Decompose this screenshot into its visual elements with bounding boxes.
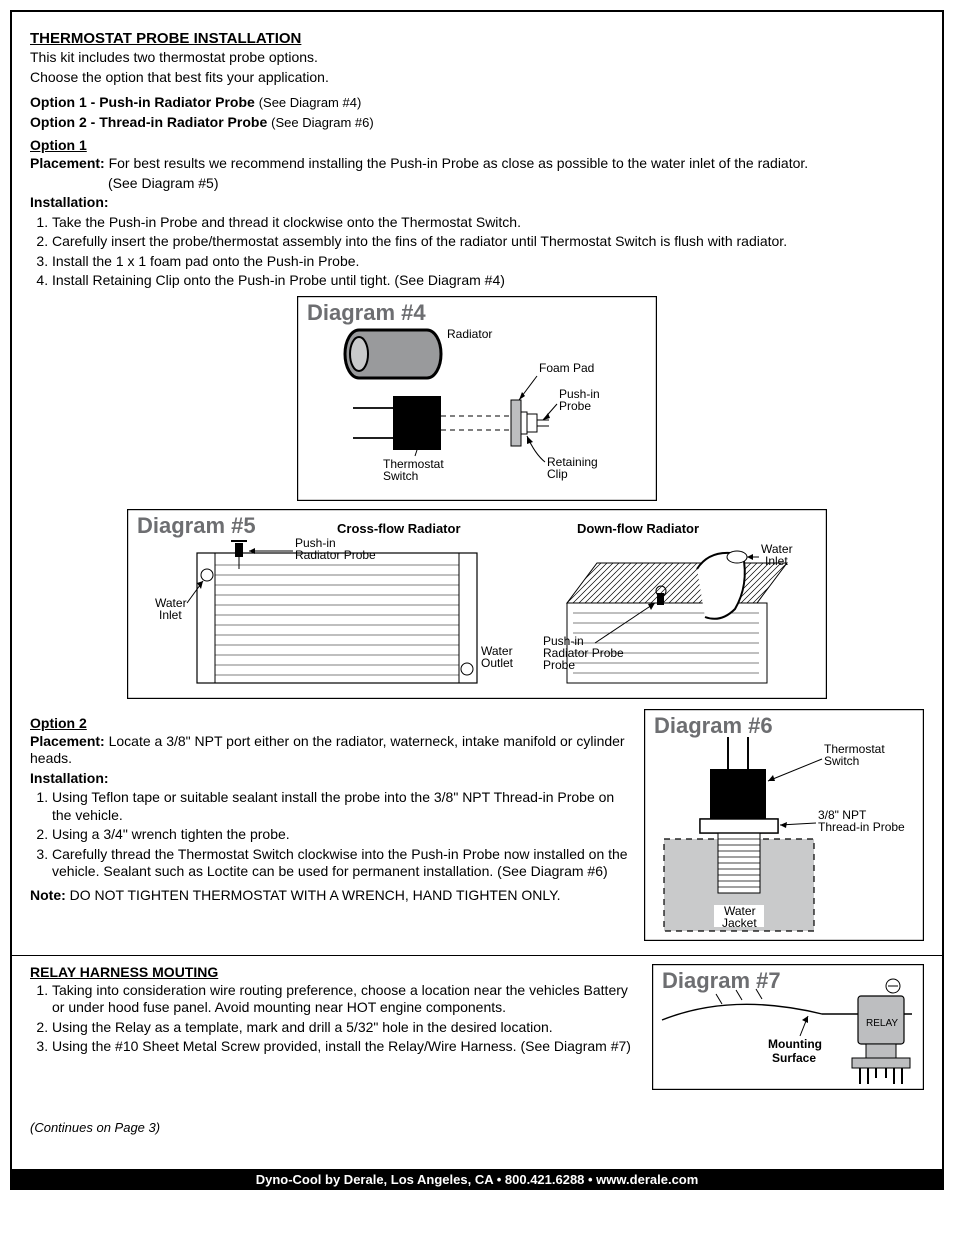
d5-probe3b: Probe: [543, 658, 575, 672]
option2-heading: Option 2: [30, 715, 634, 731]
d4-radiator-label: Radiator: [447, 327, 492, 341]
diagram5-title: Diagram #5: [137, 513, 256, 538]
option1-summary-line: Option 1 - Push-in Radiator Probe (See D…: [30, 94, 924, 112]
note-label: Note:: [30, 887, 66, 903]
option1-heading: Option 1: [30, 137, 924, 153]
option2-install-label-text: Installation:: [30, 770, 109, 786]
d6-therm2: Switch: [824, 754, 859, 768]
diagram7-wrap: Diagram #7 RELAY Mounting: [652, 964, 924, 1090]
option2-label: Option 2 - Thread-in Radiator Probe: [30, 114, 267, 130]
note-text: DO NOT TIGHTEN THERMOSTAT WITH A WRENCH,…: [70, 887, 561, 903]
option1-see: (See Diagram #4): [259, 95, 362, 110]
option1-steps-list: Take the Push-in Probe and thread it clo…: [52, 214, 924, 290]
relay-text-col: RELAY HARNESS MOUTING Taking into consid…: [30, 964, 642, 1062]
option2-text-col: Option 2 Placement: Locate a 3/8" NPT po…: [30, 709, 634, 907]
page-frame: THERMOSTAT PROBE INSTALLATION This kit i…: [10, 10, 944, 1190]
install-label-text: Installation:: [30, 194, 109, 210]
relay-row: RELAY HARNESS MOUTING Taking into consid…: [30, 964, 924, 1090]
divider: [12, 955, 942, 956]
option1-step: Install the 1 x 1 foam pad onto the Push…: [52, 253, 924, 271]
option2-install-label: Installation:: [30, 770, 634, 788]
d4-foampad: Foam Pad: [539, 361, 594, 375]
d5-outlet2: Outlet: [481, 656, 514, 670]
option2-placement-text: Locate a 3/8" NPT port either on the rad…: [30, 733, 625, 767]
d5-dinlet2: Inlet: [765, 554, 788, 568]
d6-thr2: Thread-in Probe: [818, 820, 905, 834]
option2-placement: Placement: Locate a 3/8" NPT port either…: [30, 733, 634, 768]
option2-summary-line: Option 2 - Thread-in Radiator Probe (See…: [30, 114, 924, 132]
option1-label: Option 1 - Push-in Radiator Probe: [30, 94, 255, 110]
diagram4-title: Diagram #4: [307, 300, 426, 325]
d7-relay-label: RELAY: [866, 1018, 898, 1029]
d4-therm2: Switch: [383, 469, 418, 483]
d7-mount2: Surface: [772, 1051, 816, 1065]
d5-inlet2: Inlet: [159, 608, 182, 622]
diagram7-svg: Diagram #7 RELAY Mounting: [652, 964, 924, 1090]
diagram4-svg: Diagram #4 Radiator Foam Pad: [297, 296, 657, 501]
placement-text: For best results we recommend installing…: [109, 155, 809, 171]
intro-line-2: Choose the option that best fits your ap…: [30, 69, 924, 87]
option2-step: Carefully thread the Thermostat Switch c…: [52, 846, 634, 881]
diagram6-title: Diagram #6: [654, 713, 773, 738]
option2-placement-label: Placement:: [30, 733, 105, 749]
diagram4-wrap: Diagram #4 Radiator Foam Pad: [30, 296, 924, 501]
option2-see: (See Diagram #6): [271, 115, 374, 130]
d6-water2: Jacket: [722, 916, 757, 930]
page-footer: Dyno-Cool by Derale, Los Angeles, CA • 8…: [10, 1169, 944, 1190]
d7-mount1: Mounting: [768, 1037, 822, 1051]
section-title-thermostat: THERMOSTAT PROBE INSTALLATION: [30, 30, 924, 47]
diagram5-wrap: Diagram #5 Cross-flow Radiator Water Inl…: [30, 509, 924, 699]
option1-step: Take the Push-in Probe and thread it clo…: [52, 214, 924, 232]
option1-step: Carefully insert the probe/thermostat as…: [52, 233, 924, 251]
relay-steps-list: Taking into consideration wire routing p…: [52, 982, 642, 1056]
option2-row: Option 2 Placement: Locate a 3/8" NPT po…: [30, 709, 924, 941]
diagram6-svg: Diagram #6: [644, 709, 924, 941]
d4-probe2: Probe: [559, 399, 591, 413]
install-label: Installation:: [30, 194, 924, 212]
option1-placement: Placement: For best results we recommend…: [30, 155, 924, 173]
relay-step: Using the Relay as a template, mark and …: [52, 1019, 642, 1037]
d5-probe2a: Radiator Probe: [295, 548, 376, 562]
option1-placement-sub: (See Diagram #5): [108, 175, 924, 193]
intro-line-1: This kit includes two thermostat probe o…: [30, 49, 924, 67]
continues-text: (Continues on Page 3): [30, 1120, 924, 1136]
d5-cross: Cross-flow Radiator: [337, 521, 461, 536]
placement-label: Placement:: [30, 155, 105, 171]
diagram6-wrap: Diagram #6: [644, 709, 924, 941]
relay-step: Using the #10 Sheet Metal Screw provided…: [52, 1038, 642, 1056]
diagram7-title: Diagram #7: [662, 968, 781, 993]
relay-heading: RELAY HARNESS MOUTING: [30, 964, 642, 980]
diagram5-svg: Diagram #5 Cross-flow Radiator Water Inl…: [127, 509, 827, 699]
d4-ret2: Clip: [547, 467, 568, 481]
d5-down: Down-flow Radiator: [577, 521, 699, 536]
option2-step: Using Teflon tape or suitable sealant in…: [52, 789, 634, 824]
option2-step: Using a 3/4" wrench tighten the probe.: [52, 826, 634, 844]
option2-steps-list: Using Teflon tape or suitable sealant in…: [52, 789, 634, 881]
option2-note: Note: DO NOT TIGHTEN THERMOSTAT WITH A W…: [30, 887, 634, 905]
option1-step: Install Retaining Clip onto the Push-in …: [52, 272, 924, 290]
relay-step: Taking into consideration wire routing p…: [52, 982, 642, 1017]
